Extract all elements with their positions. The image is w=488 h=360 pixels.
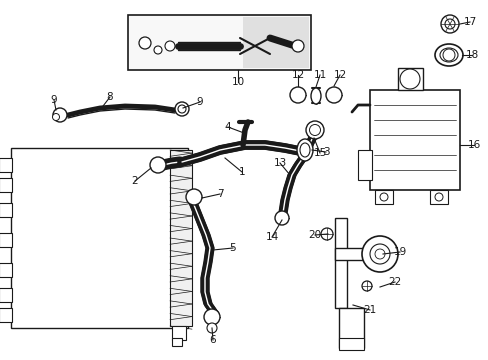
Text: 18: 18 xyxy=(465,50,478,60)
Text: 17: 17 xyxy=(463,17,476,27)
Text: 4: 4 xyxy=(224,122,231,132)
Text: 20: 20 xyxy=(308,230,321,240)
Text: 1: 1 xyxy=(238,167,245,177)
Circle shape xyxy=(320,228,332,240)
Text: 22: 22 xyxy=(387,277,401,287)
Bar xyxy=(0,178,12,192)
Circle shape xyxy=(361,236,397,272)
Circle shape xyxy=(399,69,419,89)
Text: 6: 6 xyxy=(209,335,216,345)
Circle shape xyxy=(53,108,67,122)
Text: 13: 13 xyxy=(273,158,286,168)
Text: 8: 8 xyxy=(106,92,113,102)
Bar xyxy=(172,326,185,340)
Text: 15: 15 xyxy=(313,148,326,158)
Text: 16: 16 xyxy=(467,140,480,150)
Text: 14: 14 xyxy=(265,232,278,242)
Text: 19: 19 xyxy=(392,247,406,257)
Circle shape xyxy=(274,211,288,225)
Circle shape xyxy=(206,323,217,333)
Ellipse shape xyxy=(299,143,309,157)
Bar xyxy=(429,190,447,204)
Circle shape xyxy=(289,87,305,103)
Circle shape xyxy=(175,102,189,116)
Ellipse shape xyxy=(434,44,462,66)
Circle shape xyxy=(164,41,175,51)
Bar xyxy=(0,288,12,302)
Circle shape xyxy=(178,105,185,113)
Circle shape xyxy=(203,309,220,325)
Text: 3: 3 xyxy=(322,147,328,157)
Bar xyxy=(338,338,363,350)
Circle shape xyxy=(150,157,165,173)
Ellipse shape xyxy=(439,48,457,62)
Circle shape xyxy=(434,193,442,201)
Bar xyxy=(357,150,371,180)
Text: 21: 21 xyxy=(363,305,376,315)
Circle shape xyxy=(154,46,162,54)
Circle shape xyxy=(379,193,387,201)
Bar xyxy=(0,308,12,322)
Text: 9: 9 xyxy=(51,95,57,105)
Circle shape xyxy=(291,40,304,52)
Bar xyxy=(334,218,346,308)
Ellipse shape xyxy=(309,125,320,135)
Bar xyxy=(374,190,392,204)
Text: 7: 7 xyxy=(216,189,223,199)
Ellipse shape xyxy=(305,121,324,139)
Circle shape xyxy=(442,49,454,61)
Bar xyxy=(338,308,363,348)
Text: 11: 11 xyxy=(313,70,326,80)
Circle shape xyxy=(361,281,371,291)
Text: 12: 12 xyxy=(333,70,346,80)
Circle shape xyxy=(139,37,151,49)
Circle shape xyxy=(185,189,202,205)
Text: 9: 9 xyxy=(196,97,203,107)
Bar xyxy=(397,68,422,90)
Bar xyxy=(0,263,12,277)
Text: 2: 2 xyxy=(131,176,138,186)
Bar xyxy=(172,338,182,346)
Circle shape xyxy=(325,87,341,103)
Ellipse shape xyxy=(310,88,320,104)
Bar xyxy=(170,150,192,326)
Ellipse shape xyxy=(296,139,312,161)
Bar xyxy=(128,15,310,70)
Circle shape xyxy=(52,113,60,121)
Text: 10: 10 xyxy=(231,77,244,87)
Bar xyxy=(243,17,308,68)
Bar xyxy=(0,203,12,217)
Bar xyxy=(334,248,379,260)
Bar xyxy=(0,233,12,247)
Bar xyxy=(11,148,187,328)
Text: 5: 5 xyxy=(229,243,236,253)
Circle shape xyxy=(369,244,389,264)
Circle shape xyxy=(440,15,458,33)
Text: 12: 12 xyxy=(291,70,304,80)
Bar xyxy=(0,158,12,172)
Circle shape xyxy=(444,19,454,29)
Circle shape xyxy=(374,249,384,259)
Bar xyxy=(369,90,459,190)
